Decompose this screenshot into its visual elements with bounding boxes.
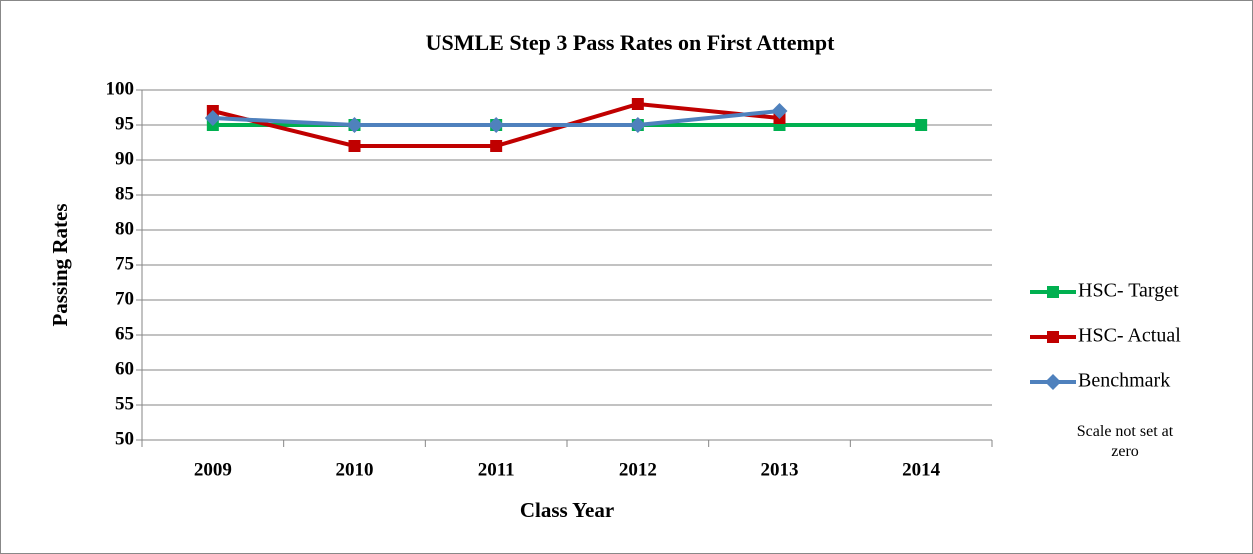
point [346, 117, 363, 133]
point [204, 110, 221, 126]
y-tick-label: 95 [115, 113, 134, 134]
point [915, 119, 928, 131]
x-tick-label: 2013 [761, 459, 799, 480]
y-tick-label: 85 [115, 183, 134, 204]
y-tick-label: 60 [115, 358, 134, 379]
legend-marker [1045, 374, 1061, 390]
y-tick-label: 70 [115, 288, 134, 309]
x-axis-label: Class Year [520, 498, 614, 522]
legend-label: HSC- Target [1078, 280, 1179, 302]
y-axis-label: Passing Rates [48, 203, 72, 326]
legend-marker [1047, 286, 1059, 298]
annotation: Scale not set at zero [1076, 423, 1174, 460]
x-tick-label: 2010 [336, 459, 374, 480]
x-tick-label: 2012 [619, 459, 657, 480]
x-tick-label: 2009 [194, 459, 232, 480]
x-tick-label: 2011 [478, 459, 515, 480]
y-tick-label: 100 [106, 78, 135, 99]
x-tick-label: 2014 [902, 459, 941, 480]
legend-label: Benchmark [1078, 370, 1170, 392]
point [771, 103, 788, 119]
point [629, 117, 646, 133]
y-tick-label: 75 [115, 253, 134, 274]
y-tick-label: 65 [115, 323, 134, 344]
legend-label: HSC- Actual [1078, 325, 1181, 347]
point [490, 140, 503, 152]
legend-marker [1047, 331, 1059, 343]
chart-title: USMLE Step 3 Pass Rates on First Attempt [426, 30, 835, 55]
y-tick-label: 90 [115, 148, 134, 169]
y-tick-label: 80 [115, 218, 134, 239]
y-tick-label: 55 [115, 393, 134, 414]
point [488, 117, 505, 133]
point [631, 98, 644, 110]
y-tick-label: 50 [115, 428, 134, 449]
point [348, 140, 361, 152]
